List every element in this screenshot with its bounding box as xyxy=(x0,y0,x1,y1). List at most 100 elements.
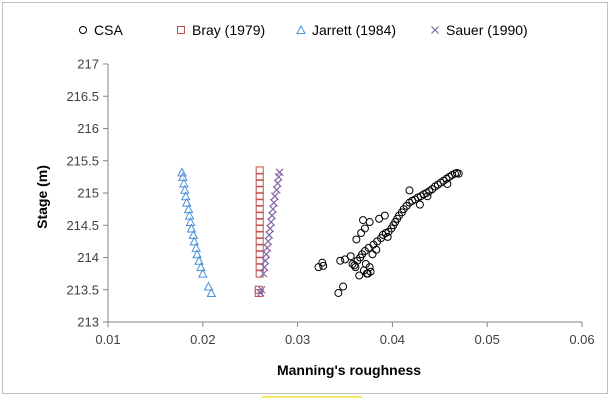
data-point xyxy=(273,179,282,188)
data-point xyxy=(192,249,202,259)
data-point xyxy=(255,185,264,194)
x-tick-label: 0.02 xyxy=(190,332,215,347)
data-point xyxy=(180,191,191,201)
y-tick-label: 213.5 xyxy=(66,282,99,297)
data-point xyxy=(405,186,414,195)
data-point xyxy=(255,250,264,259)
data-point xyxy=(339,282,348,291)
data-point xyxy=(196,262,206,272)
y-tick-label: 214 xyxy=(77,250,99,265)
legend-entry: Sauer (1990) xyxy=(431,22,528,38)
data-point xyxy=(184,210,195,220)
data-point xyxy=(362,269,371,278)
data-point xyxy=(185,216,196,227)
data-point xyxy=(255,172,264,181)
data-point xyxy=(383,232,392,241)
data-point xyxy=(177,167,187,177)
y-axis-title: Stage (m) xyxy=(34,165,50,229)
data-point xyxy=(368,250,377,259)
y-tick-label: 216 xyxy=(77,121,99,136)
data-point xyxy=(178,171,188,181)
data-point xyxy=(355,271,364,280)
x-tick-label: 0.03 xyxy=(285,332,310,347)
data-point xyxy=(269,198,278,207)
data-point xyxy=(352,235,361,244)
legend-marker xyxy=(79,26,87,34)
data-point xyxy=(262,250,271,259)
legend-entry: Bray (1979) xyxy=(177,22,265,38)
data-point xyxy=(428,185,437,194)
data-point xyxy=(415,200,424,209)
data-point xyxy=(197,268,208,278)
legend-label: Sauer (1990) xyxy=(446,22,528,38)
data-point xyxy=(255,192,264,201)
legend-marker xyxy=(296,24,306,34)
data-point xyxy=(366,267,375,276)
data-point xyxy=(255,198,264,207)
data-point xyxy=(263,243,272,252)
data-point xyxy=(443,179,452,188)
data-point xyxy=(334,288,343,297)
x-axis-title: Manning's roughness xyxy=(277,362,421,378)
y-tick-label: 213 xyxy=(77,315,99,330)
x-tick-label: 0.06 xyxy=(569,332,594,347)
chart-frame: CSA Bray (1979) Jarrett (1984) Sauer (1990)… xyxy=(2,2,608,394)
legend-entry: Jarrett (1984) xyxy=(296,22,396,38)
data-point xyxy=(181,197,192,207)
data-point xyxy=(336,256,345,265)
series-2 xyxy=(177,167,217,297)
data-point xyxy=(189,236,200,246)
y-tick-label: 216.5 xyxy=(66,89,99,104)
data-point xyxy=(255,179,264,188)
series-0 xyxy=(314,169,463,297)
data-point xyxy=(206,287,217,297)
scatter-chart: CSA Bray (1979) Jarrett (1984) Sauer (1990)… xyxy=(34,22,595,378)
y-tick-label: 214.5 xyxy=(66,218,99,233)
data-point xyxy=(255,211,264,220)
data-point xyxy=(275,168,284,177)
data-point xyxy=(380,211,389,220)
data-point xyxy=(270,192,279,201)
data-point xyxy=(255,230,264,239)
axes: 213 213.5 214 214.5 215 215.5 216 216.5 217 0.01 0… xyxy=(66,57,594,348)
data-point xyxy=(261,256,270,265)
data-point xyxy=(360,224,369,233)
data-point xyxy=(186,223,197,233)
data-point xyxy=(188,229,199,239)
data-point xyxy=(255,205,264,214)
data-point xyxy=(365,218,374,227)
data-point xyxy=(357,228,366,237)
data-point xyxy=(269,205,277,214)
data-point xyxy=(259,269,268,278)
legend-entry: CSA xyxy=(79,22,123,38)
data-point xyxy=(266,224,275,233)
data-point xyxy=(191,242,201,252)
x-tick-label: 0.05 xyxy=(475,332,500,347)
legend-label: Jarrett (1984) xyxy=(312,22,396,38)
data-point xyxy=(183,204,194,214)
data-point xyxy=(260,263,269,272)
legend-label: Bray (1979) xyxy=(192,22,265,38)
data-point xyxy=(255,243,264,252)
legend-marker xyxy=(177,26,185,34)
series-1 xyxy=(254,166,264,297)
series-3 xyxy=(256,168,284,297)
x-tick-label: 0.01 xyxy=(95,332,120,347)
decorative-underline xyxy=(262,396,362,398)
data-point xyxy=(319,261,328,270)
data-point xyxy=(255,224,264,233)
y-tick-label: 215.5 xyxy=(66,153,99,168)
data-marks xyxy=(177,166,463,297)
x-tick-label: 0.04 xyxy=(380,332,405,347)
data-point xyxy=(350,261,359,270)
legend-label: CSA xyxy=(94,22,123,38)
data-point xyxy=(257,285,266,294)
legend-marker xyxy=(431,26,439,34)
legend: CSA Bray (1979) Jarrett (1984) Sauer (1990) xyxy=(79,22,528,38)
data-point xyxy=(359,216,368,225)
data-point xyxy=(318,258,327,267)
data-point xyxy=(267,218,275,226)
data-point xyxy=(255,218,264,227)
data-point xyxy=(179,178,189,188)
data-point xyxy=(255,166,264,175)
